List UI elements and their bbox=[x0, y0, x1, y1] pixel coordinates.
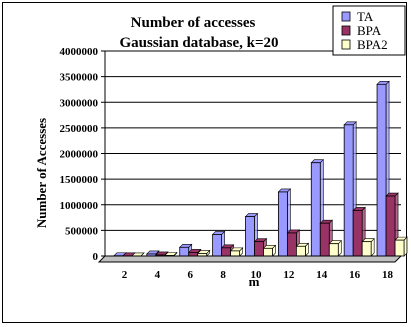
x-tick-label: 14 bbox=[316, 269, 328, 281]
bar-bpa2-12 bbox=[295, 245, 306, 257]
bars bbox=[113, 80, 408, 257]
x-tick-label: 12 bbox=[283, 269, 295, 281]
chart-subtitle: Gaussian database, k=20 bbox=[119, 35, 278, 51]
x-tick-label: 2 bbox=[122, 269, 128, 281]
y-tick-label: 0 bbox=[93, 251, 99, 263]
bar-chart: 0 500000 1000000 1500000 2000000 2500000 30000… bbox=[34, 5, 408, 289]
x-tick-label: 10 bbox=[251, 269, 263, 281]
bar-bpa2-14 bbox=[328, 243, 339, 257]
bar-bpa-14 bbox=[319, 222, 330, 257]
bar-bpa-16 bbox=[352, 209, 363, 257]
legend-swatch bbox=[341, 25, 351, 36]
bar-ta-6 bbox=[179, 246, 190, 257]
legend-label: BPA bbox=[357, 23, 382, 38]
bar-bpa-12 bbox=[286, 232, 297, 257]
bar-ta-14 bbox=[310, 162, 321, 257]
legend-label: TA bbox=[357, 9, 374, 24]
chart-title: Number of accesses bbox=[131, 15, 256, 31]
x-tick-labels: 2 4 6 8 10 12 14 16 18 bbox=[122, 269, 394, 281]
bar-bpa2-16 bbox=[361, 241, 372, 257]
bar-bpa-6 bbox=[188, 252, 199, 257]
gridlines bbox=[101, 50, 401, 257]
bar-ta-10 bbox=[245, 216, 255, 257]
x-tick-label: 16 bbox=[349, 269, 361, 281]
bar-bpa-10 bbox=[254, 241, 264, 257]
y-tick-label: 3500000 bbox=[60, 72, 99, 84]
bar-ta-18 bbox=[376, 83, 387, 257]
legend-swatch bbox=[341, 39, 351, 50]
x-tick-label: 6 bbox=[187, 269, 193, 281]
y-axis-label: Number of Accesses bbox=[34, 118, 49, 228]
legend-label: BPA2 bbox=[357, 37, 388, 52]
y-tick-label: 1500000 bbox=[60, 174, 99, 186]
chart-floor bbox=[97, 255, 403, 263]
y-tick-label: 2500000 bbox=[60, 123, 99, 135]
y-tick-label: 3000000 bbox=[60, 97, 99, 109]
x-tick-label: 4 bbox=[155, 269, 161, 281]
bar-ta-12 bbox=[277, 191, 288, 257]
bar-bpa-8 bbox=[221, 247, 232, 257]
y-tick-label: 500000 bbox=[65, 225, 99, 237]
bar-bpa-18 bbox=[385, 195, 396, 257]
bar-bpa2-18 bbox=[394, 239, 405, 257]
bar-bpa2-10 bbox=[263, 247, 273, 257]
axes bbox=[97, 51, 403, 263]
bar-bpa2-8 bbox=[230, 250, 241, 257]
bar-ta-8 bbox=[212, 234, 223, 257]
y-tick-labels: 0 500000 1000000 1500000 2000000 2500000 30000… bbox=[60, 46, 99, 263]
y-tick-label: 2000000 bbox=[60, 149, 99, 161]
y-tick-label: 1000000 bbox=[60, 200, 99, 212]
legend-swatch bbox=[341, 11, 351, 22]
y-tick-label: 4000000 bbox=[60, 46, 99, 58]
x-axis-label: m bbox=[249, 274, 260, 289]
x-tick-label: 18 bbox=[382, 269, 394, 281]
chart-frame: 0 500000 1000000 1500000 2000000 2500000 30000… bbox=[2, 2, 408, 323]
bar-ta-16 bbox=[343, 124, 354, 257]
x-tick-label: 8 bbox=[220, 269, 226, 281]
